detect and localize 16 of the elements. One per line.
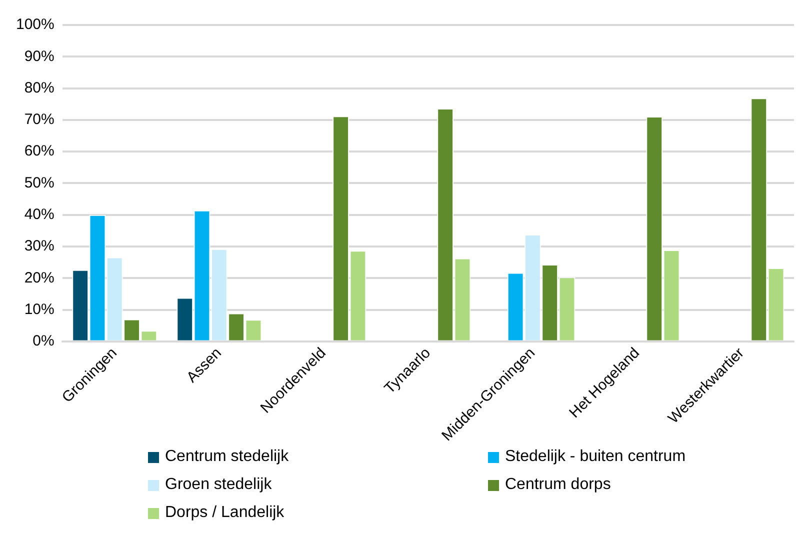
y-tick-label: 20% (24, 269, 54, 286)
y-tick-label: 60% (24, 142, 54, 160)
y-tick-label: 90% (24, 48, 54, 65)
y-tick-label: 100% (16, 16, 54, 34)
y-tick-label: 30% (24, 238, 54, 255)
y-tick-label: 50% (24, 174, 54, 192)
legend-label: Dorps / Landelijk (165, 504, 284, 522)
y-tick-label: 10% (24, 300, 54, 318)
y-tick-label: 80% (24, 79, 54, 96)
y-tick-label: 0% (32, 332, 54, 350)
legend-label: Centrum dorps (505, 476, 611, 494)
y-tick-label: 70% (24, 111, 54, 128)
legend-label: Groen stedelijk (165, 476, 272, 494)
y-tick-label: 40% (24, 206, 54, 223)
legend-label: Centrum stedelijk (165, 448, 289, 466)
legend-label: Stedelijk - buiten centrum (505, 448, 686, 466)
